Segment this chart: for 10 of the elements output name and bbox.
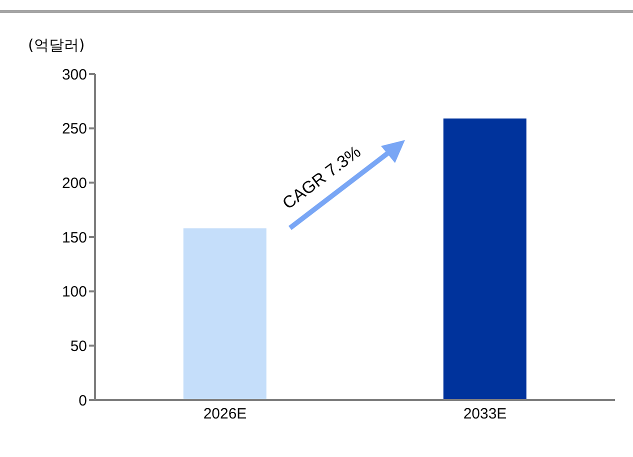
y-tick-label: 100 [62,284,87,301]
y-tick-label: 0 [78,392,87,410]
x-tick-label: 2026E [203,406,247,423]
y-tick-label: 200 [62,174,87,192]
y-tick-label: 300 [62,66,87,84]
y-tick-label: 50 [70,338,87,355]
y-tick-label: 250 [62,120,87,138]
x-tick-label: 2033E [463,406,507,423]
y-tick-label: 150 [62,229,87,246]
y-axis-title: (억달러) [28,36,85,55]
